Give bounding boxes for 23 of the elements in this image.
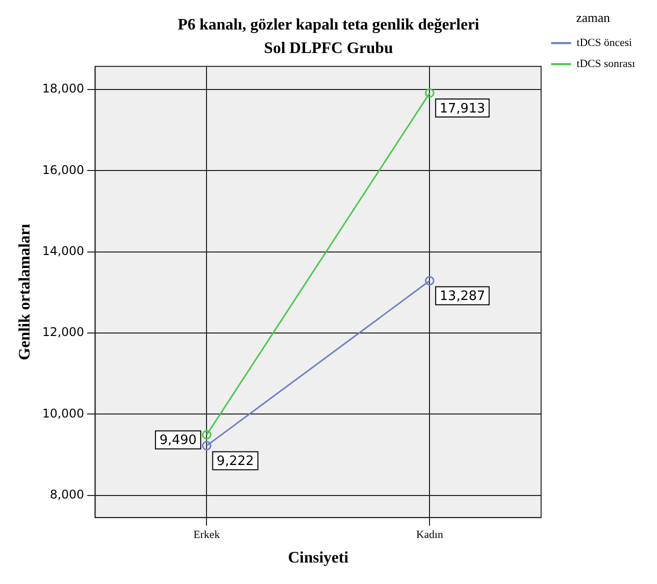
chart-title: P6 kanalı, gözler kapalı teta genlik değerleri (178, 16, 480, 34)
point (202, 430, 212, 440)
y-tick-label: 8,000 (50, 487, 84, 502)
data-label: 13,287 (440, 289, 486, 304)
y-tick-label: 12,000 (42, 325, 84, 340)
data-label: 9,490 (159, 433, 197, 448)
data-label: 17,913 (440, 101, 486, 116)
legend-title: zaman (576, 10, 611, 25)
point (424, 88, 434, 98)
point (424, 276, 434, 286)
y-tick-label: 16,000 (42, 162, 84, 177)
x-axis-title: Cinsiyeti (288, 550, 349, 567)
x-tick-label: Kadın (416, 529, 444, 542)
point (202, 440, 212, 450)
legend-label: tDCS öncesi (576, 36, 632, 49)
y-tick-label: 14,000 (42, 244, 84, 258)
data-label: 9,222 (216, 454, 254, 470)
y-tick-label: 10,000 (42, 406, 84, 420)
chart-subtitle: Sol DLPFC Grubu (264, 40, 394, 57)
legend-label: tDCS sonrası (576, 58, 636, 70)
y-tick-label: 18,000 (42, 82, 84, 96)
x-tick-label: Erkek (194, 529, 220, 542)
y-axis-title: Genlik ortalamaları (16, 223, 34, 360)
